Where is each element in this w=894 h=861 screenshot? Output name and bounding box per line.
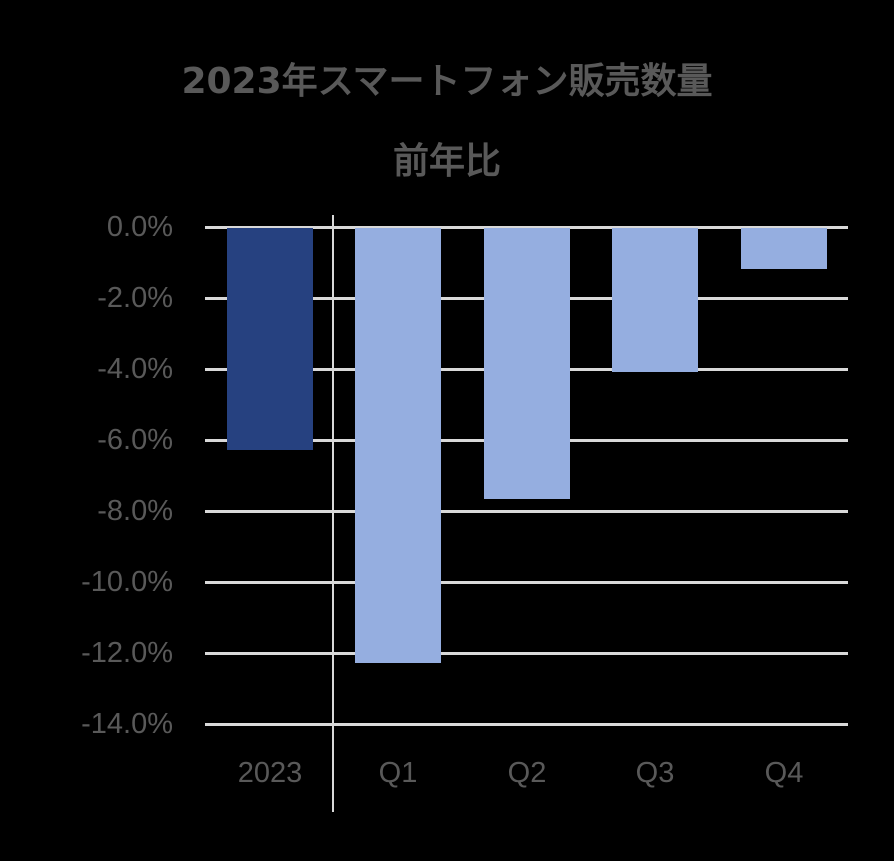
y-axis-tick-label: -2.0% bbox=[97, 282, 173, 314]
bar-q3 bbox=[612, 228, 698, 372]
y-axis-tick-label: -4.0% bbox=[97, 353, 173, 385]
x-axis-label-q4: Q4 bbox=[764, 757, 804, 789]
bar-q4 bbox=[741, 228, 827, 269]
y-axis-tick-label: 0.0% bbox=[106, 211, 173, 243]
bar-q2 bbox=[484, 228, 570, 500]
x-axis-label-q3: Q3 bbox=[635, 757, 675, 789]
y-axis-tick-label: -10.0% bbox=[81, 566, 173, 598]
gridline bbox=[205, 510, 848, 513]
bar-2023 bbox=[227, 228, 313, 450]
y-axis-tick-label: -12.0% bbox=[81, 637, 173, 669]
chart-title-line2: 前年比 bbox=[392, 141, 501, 182]
gridline bbox=[205, 581, 848, 584]
x-axis-label-2023: 2023 bbox=[237, 757, 303, 789]
y-axis-tick-label: -8.0% bbox=[97, 495, 173, 527]
bar-q1 bbox=[355, 228, 441, 663]
gridline bbox=[205, 652, 848, 655]
category-divider bbox=[332, 215, 334, 812]
y-axis-tick-label: -14.0% bbox=[81, 708, 173, 740]
gridline bbox=[205, 723, 848, 726]
x-axis-label-q2: Q2 bbox=[507, 757, 547, 789]
x-axis-label-q1: Q1 bbox=[378, 757, 418, 789]
y-axis-tick-label: -6.0% bbox=[97, 424, 173, 456]
chart-title-line1: 2023年スマートフォン販売数量 bbox=[181, 61, 713, 102]
gridline bbox=[205, 226, 848, 229]
